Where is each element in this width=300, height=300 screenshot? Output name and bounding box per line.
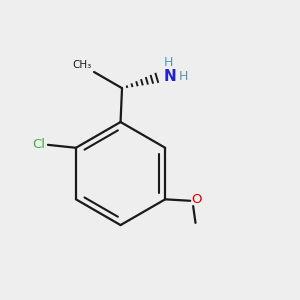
- Text: H: H: [164, 56, 173, 69]
- Text: Cl: Cl: [33, 138, 46, 151]
- Text: N: N: [163, 69, 176, 84]
- Text: H: H: [179, 70, 188, 83]
- Text: O: O: [191, 194, 201, 206]
- Text: CH₃: CH₃: [73, 60, 92, 70]
